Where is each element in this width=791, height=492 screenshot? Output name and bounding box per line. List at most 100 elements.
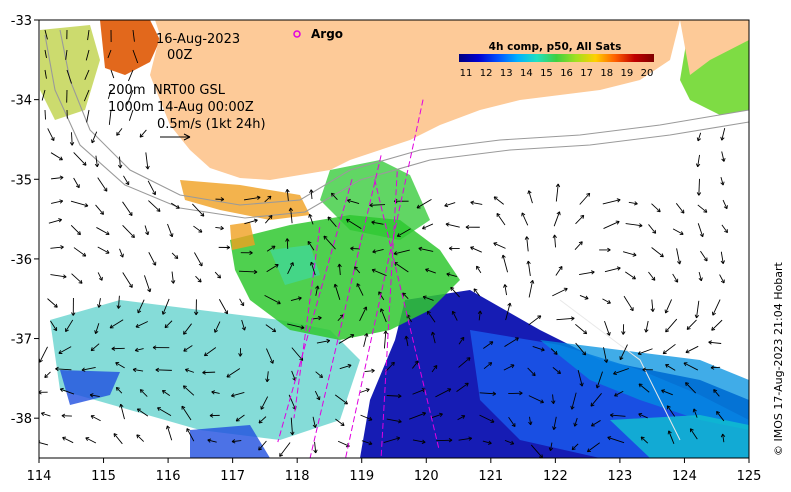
sst-patch-aqua [270,245,320,285]
argo-track [380,171,398,458]
current-vector [504,337,519,347]
current-vector [590,393,602,407]
current-vector-head [510,440,515,445]
current-vector [716,411,725,422]
current-vector-head [356,283,361,288]
current-vector [552,394,555,404]
current-vector-head [468,436,473,441]
current-vector-head [667,430,672,435]
current-vector [287,323,305,329]
current-vector [470,201,483,205]
current-vector-head [145,231,150,236]
current-vector [66,69,72,84]
current-vector [118,295,120,309]
current-vector [528,395,544,403]
current-vector [192,203,205,217]
current-vector-head [50,137,55,141]
current-vector-head [652,229,657,234]
current-vector [167,223,173,237]
current-vector-head [337,263,342,268]
current-vector [71,132,73,146]
current-vector [39,442,49,446]
current-vector [686,319,697,330]
current-vector [665,318,678,333]
current-vector-head [526,260,531,265]
current-vector [70,225,81,235]
current-vector-head [185,368,189,373]
current-vector-head [128,212,133,216]
annotation-date: 16-Aug-2023 [156,32,240,47]
current-vector [685,382,696,394]
current-vector-head [113,433,118,438]
current-vector-head [692,408,697,413]
current-vector [579,192,591,205]
current-vector-head [60,245,64,250]
current-vector-head [638,223,643,228]
current-vector [470,246,482,253]
current-vector [171,202,180,209]
current-vector [555,266,563,276]
current-vector [371,221,384,225]
current-vector-head [130,234,135,239]
current-vector [290,297,302,301]
current-vector [204,347,217,357]
current-vector [422,223,434,230]
current-vector-head [128,284,133,288]
current-vector [231,392,245,397]
current-vector-head [271,245,276,250]
current-vector [97,272,103,281]
current-vector [409,412,426,420]
current-vector-head [551,400,556,405]
current-vector [133,369,144,372]
current-vector [286,238,289,249]
current-vector-head [326,338,331,344]
current-vector-head [346,218,350,223]
current-vector-head [241,326,246,331]
colorbar [459,54,654,62]
current-vector [587,442,600,453]
current-vector [310,261,316,276]
current-vector-head [396,233,401,237]
current-vector-head [582,351,587,356]
current-vector-head [125,181,130,186]
current-vector [610,414,626,417]
current-vector-head [272,328,277,333]
current-vector [135,348,144,351]
current-vector [113,433,123,445]
current-vector [602,298,611,304]
current-vector-head [307,240,312,245]
current-vector [155,369,172,371]
current-vector-head [347,363,352,369]
current-vector [119,156,121,169]
current-vector-head [528,421,533,426]
current-vector-head [89,393,94,398]
current-vector-head [586,192,591,197]
current-vector [361,440,373,445]
current-vector-head [308,213,313,218]
current-vector-head [82,161,87,166]
current-vector-head [720,181,725,186]
current-vector-head [109,324,114,329]
current-vector [383,330,387,349]
current-vector-head [137,309,142,314]
colorbar-tick-label: 12 [480,68,493,79]
current-vector [231,440,242,443]
contour-1000m [44,34,749,219]
current-vector [65,49,68,60]
current-vector [363,333,368,347]
current-vector-head [720,260,725,265]
current-vector [402,292,409,300]
colorbar-ticks: 11 12 13 14 15 16 17 18 19 20 [460,68,654,79]
current-vector [483,362,493,370]
current-vector-head [202,370,206,375]
current-vector-head [268,214,273,219]
current-vector-head [333,283,338,288]
current-vector [157,407,172,417]
current-vector [446,273,457,277]
contour-200m [59,29,749,206]
current-vector-head [422,411,427,416]
current-vector-head [368,441,373,446]
current-vector [279,442,291,457]
current-vector [698,178,700,196]
current-vector-head [103,187,108,192]
